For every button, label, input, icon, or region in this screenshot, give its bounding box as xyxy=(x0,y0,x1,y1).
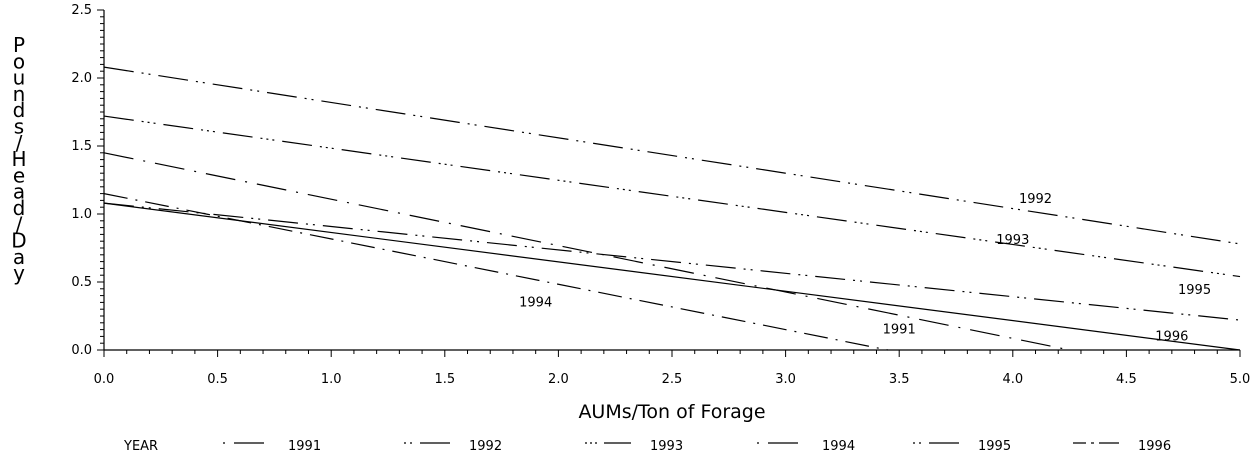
legend: YEAR 1991 1992 1993 1994 1995 1996 xyxy=(123,439,1171,454)
x-tick-label: 2.5 xyxy=(662,372,683,387)
y-tick-label: 2.0 xyxy=(71,71,92,86)
annotation-1994: 1994 xyxy=(519,295,552,310)
series-line-1993 xyxy=(103,115,1241,278)
x-tick-label: 2.0 xyxy=(548,372,569,387)
legend-label-1993: 1993 xyxy=(650,439,683,454)
y-axis-title-char: d xyxy=(13,196,26,220)
legend-label-1995: 1995 xyxy=(978,439,1011,454)
y-axis-title-char: n xyxy=(13,82,26,106)
y-axis-title-char: d xyxy=(13,98,26,122)
x-axis-title: AUMs/Ton of Forage xyxy=(578,401,765,423)
annotation-1993: 1993 xyxy=(996,233,1029,248)
x-tick-label: 3.0 xyxy=(775,372,796,387)
y-tick-label: 2.5 xyxy=(71,3,92,18)
y-axis-title-char: y xyxy=(13,261,25,285)
x-axis: 0.0 0.5 1.0 1.5 2.0 2.5 3.0 3.5 4.0 4.5 5.0 xyxy=(94,349,1251,387)
series-lines xyxy=(103,66,1241,351)
annotation-1992: 1992 xyxy=(1019,192,1052,207)
x-tick-label: 5.0 xyxy=(1230,372,1251,387)
y-axis-title-char: P xyxy=(13,33,25,57)
legend-label-1991: 1991 xyxy=(288,439,321,454)
y-axis-title-char: o xyxy=(13,49,25,73)
annotation-1995: 1995 xyxy=(1178,283,1211,298)
x-tick-label: 0.0 xyxy=(94,372,115,387)
y-axis-title-char: H xyxy=(11,147,26,171)
y-tick-label: 0.0 xyxy=(71,343,92,358)
y-axis-title-char: / xyxy=(16,212,23,236)
legend-label-1992: 1992 xyxy=(469,439,502,454)
annotation-1991: 1991 xyxy=(883,323,916,338)
y-axis-title-char: / xyxy=(16,131,23,155)
y-axis-title-char: u xyxy=(13,66,26,90)
annotation-1996: 1996 xyxy=(1155,329,1188,344)
y-axis-title-char: a xyxy=(13,180,25,204)
legend-label-1996: 1996 xyxy=(1138,439,1171,454)
series-line-1994 xyxy=(103,152,1070,351)
line-annotations: 1992 1993 1995 1994 1991 1996 xyxy=(519,192,1211,344)
y-axis: 0.0 0.5 1.0 1.5 2.0 2.5 xyxy=(71,3,105,358)
y-tick-label: 0.5 xyxy=(71,275,92,290)
y-axis-title-char: e xyxy=(13,163,25,187)
legend-label-1994: 1994 xyxy=(822,439,855,454)
y-axis-title-char: a xyxy=(13,245,25,269)
x-tick-label: 1.0 xyxy=(321,372,342,387)
x-tick-label: 4.5 xyxy=(1116,372,1137,387)
series-line-1996 xyxy=(103,202,1241,351)
x-tick-label: 4.0 xyxy=(1002,372,1023,387)
y-ticks: 0.0 0.5 1.0 1.5 2.0 2.5 xyxy=(71,3,104,358)
x-tick-label: 1.5 xyxy=(434,372,455,387)
y-axis-title-char: s xyxy=(14,115,24,139)
series-line-1992 xyxy=(103,66,1241,245)
x-tick-label: 3.5 xyxy=(889,372,910,387)
x-tick-label: 0.5 xyxy=(207,372,228,387)
legend-title: YEAR xyxy=(123,439,158,454)
series-line-1995 xyxy=(103,202,1241,321)
y-tick-label: 1.5 xyxy=(71,139,92,154)
y-tick-label: 1.0 xyxy=(71,207,92,222)
x-ticks: 0.0 0.5 1.0 1.5 2.0 2.5 3.0 3.5 4.0 4.5 5.0 xyxy=(94,350,1251,387)
y-axis-title-char: D xyxy=(11,229,26,253)
